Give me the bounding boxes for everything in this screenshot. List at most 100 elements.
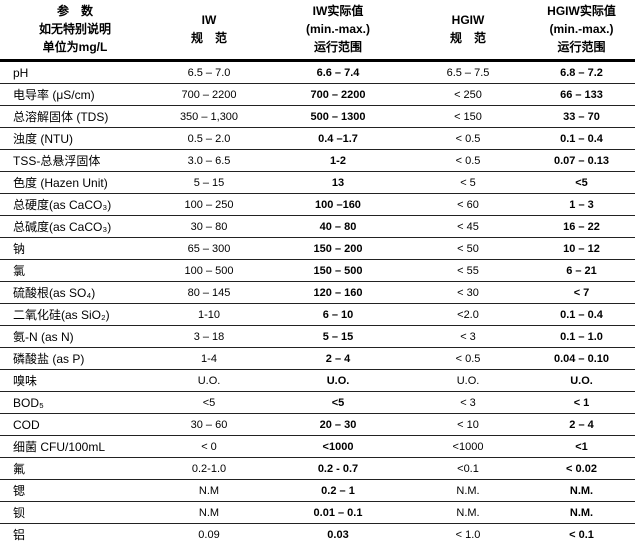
parameter-cell: 锶 (0, 480, 150, 502)
iw-actual-cell: <5 (268, 392, 408, 414)
hgiw-spec-cell: < 60 (408, 194, 528, 216)
hgiw-actual-cell: 10 – 12 (528, 238, 635, 260)
table-row: 磷酸盐 (as P) 1-4 2 – 4 < 0.5 0.04 – 0.10 (0, 348, 635, 370)
header-parameter-unit: 单位为mg/L (0, 38, 150, 56)
iw-actual-cell: 6 – 10 (268, 304, 408, 326)
table-row: 细菌 CFU/100mL < 0 <1000 <1000 <1 (0, 436, 635, 458)
parameter-cell: 二氧化硅(as SiO₂) (0, 304, 150, 326)
hgiw-spec-cell: < 5 (408, 172, 528, 194)
iw-actual-cell: <1000 (268, 436, 408, 458)
hgiw-spec-cell: < 150 (408, 106, 528, 128)
table-row: 氨-N (as N) 3 – 18 5 – 15 < 3 0.1 – 1.0 (0, 326, 635, 348)
iw-spec-cell: 700 – 2200 (150, 84, 268, 106)
iw-spec-cell: 3.0 – 6.5 (150, 150, 268, 172)
iw-spec-cell: N.M (150, 480, 268, 502)
header-hgiw-spec-line2: 规 范 (408, 29, 528, 47)
header-hgiw-actual-line2: (min.-max.) (528, 20, 635, 38)
iw-spec-cell: 6.5 – 7.0 (150, 61, 268, 84)
parameter-cell: 钠 (0, 238, 150, 260)
header-hgiw-actual-line1: HGIW实际值 (528, 2, 635, 20)
hgiw-spec-cell: < 10 (408, 414, 528, 436)
table-row: pH 6.5 – 7.0 6.6 – 7.4 6.5 – 7.5 6.8 – 7… (0, 61, 635, 84)
iw-spec-cell: 0.2-1.0 (150, 458, 268, 480)
hgiw-spec-cell: <0.1 (408, 458, 528, 480)
parameter-cell: 氨-N (as N) (0, 326, 150, 348)
hgiw-actual-cell: 2 – 4 (528, 414, 635, 436)
iw-actual-cell: 0.4 –1.7 (268, 128, 408, 150)
header-iw-actual-line2: (min.-max.) (268, 20, 408, 38)
iw-spec-cell: 1-10 (150, 304, 268, 326)
parameter-cell: 嗅味 (0, 370, 150, 392)
iw-actual-cell: 20 – 30 (268, 414, 408, 436)
iw-spec-cell: 65 – 300 (150, 238, 268, 260)
iw-actual-cell: 0.2 – 1 (268, 480, 408, 502)
iw-spec-cell: 1-4 (150, 348, 268, 370)
iw-spec-cell: 100 – 500 (150, 260, 268, 282)
hgiw-actual-cell: < 1 (528, 392, 635, 414)
table-row: 浊度 (NTU) 0.5 – 2.0 0.4 –1.7 < 0.5 0.1 – … (0, 128, 635, 150)
header-iw-spec-line1: IW (150, 11, 268, 29)
hgiw-actual-cell: 0.07 – 0.13 (528, 150, 635, 172)
hgiw-actual-cell: N.M. (528, 480, 635, 502)
iw-actual-cell: 150 – 500 (268, 260, 408, 282)
iw-actual-cell: U.O. (268, 370, 408, 392)
iw-spec-cell: 5 – 15 (150, 172, 268, 194)
hgiw-spec-cell: N.M. (408, 480, 528, 502)
header-hgiw-actual: HGIW实际值 (min.-max.) 运行范围 (528, 0, 635, 61)
hgiw-actual-cell: N.M. (528, 502, 635, 524)
iw-spec-cell: 30 – 60 (150, 414, 268, 436)
table-row: BOD₅ <5 <5 < 3 < 1 (0, 392, 635, 414)
iw-actual-cell: 40 – 80 (268, 216, 408, 238)
header-iw-spec-lines: IW 规 范 (150, 3, 268, 56)
header-iw-actual-line3: 运行范围 (268, 38, 408, 56)
iw-actual-cell: 700 – 2200 (268, 84, 408, 106)
table-row: 二氧化硅(as SiO₂) 1-10 6 – 10 <2.0 0.1 – 0.4 (0, 304, 635, 326)
iw-actual-cell: 1-2 (268, 150, 408, 172)
header-hgiw-actual-lines: HGIW实际值 (min.-max.) 运行范围 (528, 2, 635, 56)
table-row: 锶 N.M 0.2 – 1 N.M. N.M. (0, 480, 635, 502)
iw-actual-cell: 0.01 – 0.1 (268, 502, 408, 524)
iw-spec-cell: < 0 (150, 436, 268, 458)
iw-actual-cell: 120 – 160 (268, 282, 408, 304)
hgiw-spec-cell: < 45 (408, 216, 528, 238)
header-hgiw-spec-lines: HGIW 规 范 (408, 3, 528, 56)
hgiw-actual-cell: 6.8 – 7.2 (528, 61, 635, 84)
parameter-cell: 氟 (0, 458, 150, 480)
hgiw-actual-cell: < 0.02 (528, 458, 635, 480)
hgiw-actual-cell: 16 – 22 (528, 216, 635, 238)
hgiw-actual-cell: < 7 (528, 282, 635, 304)
parameter-cell: 总碱度(as CaCO₃) (0, 216, 150, 238)
iw-spec-cell: U.O. (150, 370, 268, 392)
header-parameter-lines: 参 数 如无特别说明 单位为mg/L (0, 2, 150, 56)
header-hgiw-actual-line3: 运行范围 (528, 38, 635, 56)
table-row: 总碱度(as CaCO₃) 30 – 80 40 – 80 < 45 16 – … (0, 216, 635, 238)
hgiw-actual-cell: 0.1 – 0.4 (528, 128, 635, 150)
header-iw-spec-line2: 规 范 (150, 29, 268, 47)
parameter-cell: BOD₅ (0, 392, 150, 414)
parameter-cell: 浊度 (NTU) (0, 128, 150, 150)
parameter-cell: COD (0, 414, 150, 436)
table-row: COD 30 – 60 20 – 30 < 10 2 – 4 (0, 414, 635, 436)
hgiw-actual-cell: 0.1 – 0.4 (528, 304, 635, 326)
parameter-cell: 色度 (Hazen Unit) (0, 172, 150, 194)
header-parameter-note: 如无特别说明 (0, 20, 150, 38)
parameter-cell: 细菌 CFU/100mL (0, 436, 150, 458)
table-row: 总硬度(as CaCO₃) 100 – 250 100 –160 < 60 1 … (0, 194, 635, 216)
iw-spec-cell: <5 (150, 392, 268, 414)
hgiw-spec-cell: <2.0 (408, 304, 528, 326)
hgiw-actual-cell: U.O. (528, 370, 635, 392)
hgiw-spec-cell: < 3 (408, 392, 528, 414)
parameter-cell: pH (0, 61, 150, 84)
hgiw-spec-cell: N.M. (408, 502, 528, 524)
hgiw-actual-cell: <5 (528, 172, 635, 194)
hgiw-actual-cell: 1 – 3 (528, 194, 635, 216)
iw-spec-cell: 100 – 250 (150, 194, 268, 216)
iw-spec-cell: 0.5 – 2.0 (150, 128, 268, 150)
iw-actual-cell: 500 – 1300 (268, 106, 408, 128)
header-iw-actual-line1: IW实际值 (268, 2, 408, 20)
iw-actual-cell: 2 – 4 (268, 348, 408, 370)
hgiw-spec-cell: < 250 (408, 84, 528, 106)
hgiw-actual-cell: <1 (528, 436, 635, 458)
table-row: 钠 65 – 300 150 – 200 < 50 10 – 12 (0, 238, 635, 260)
